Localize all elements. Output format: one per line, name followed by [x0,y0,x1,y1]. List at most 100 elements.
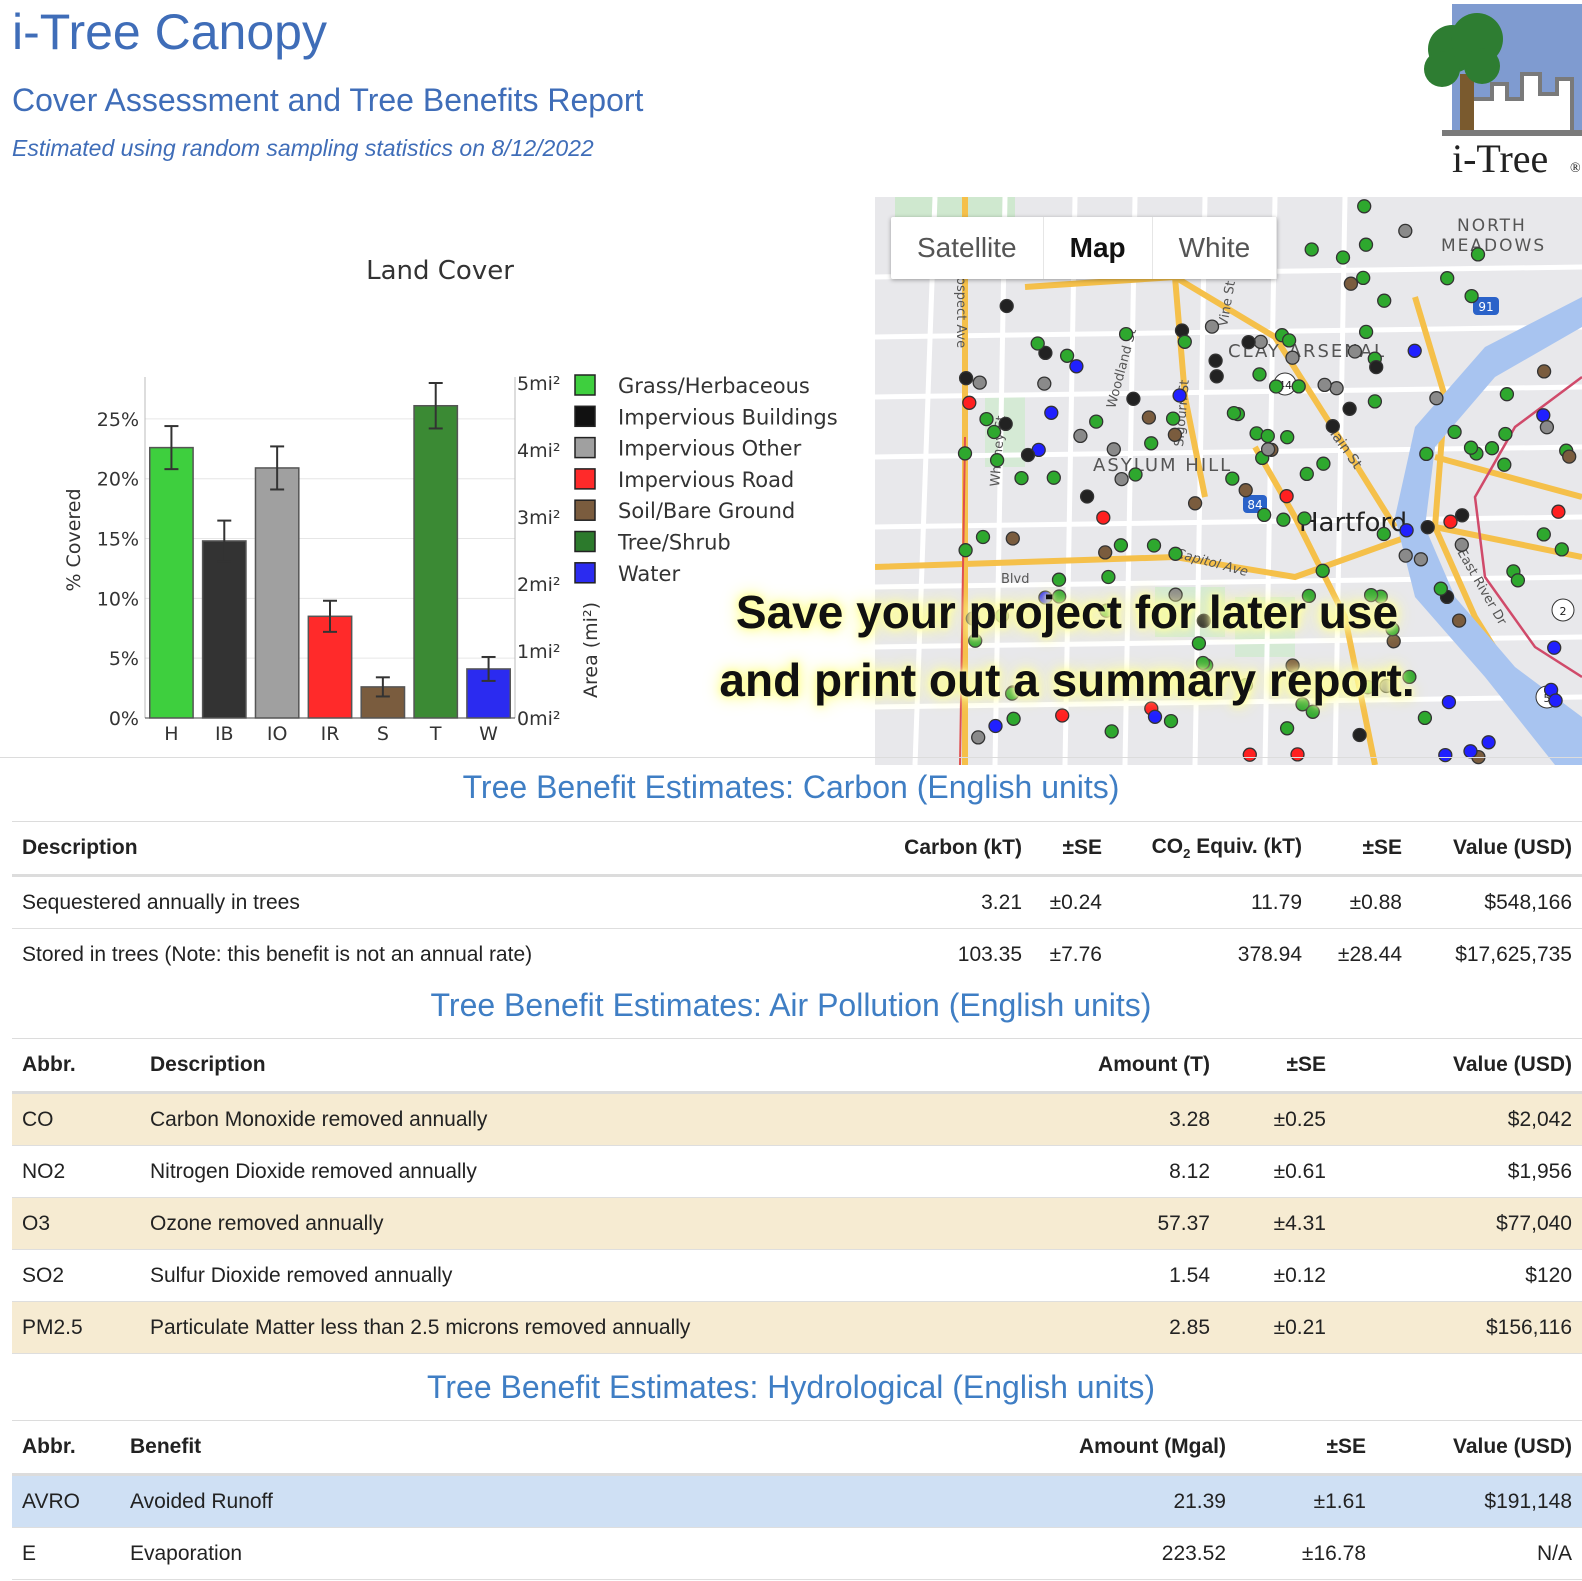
map-sample-point[interactable] [1279,721,1295,736]
map-sample-point[interactable] [1147,709,1163,724]
map-sample-point[interactable] [1146,538,1162,553]
map-sample-point[interactable] [1398,548,1413,563]
map-sample-point[interactable] [1006,711,1021,726]
map-sample-point[interactable] [1208,353,1223,368]
map-sample-point[interactable] [1419,446,1434,462]
tab-satellite[interactable]: Satellite [891,217,1044,279]
map-sample-point[interactable] [1279,489,1294,504]
map-sample-point[interactable] [1187,496,1203,511]
map-sample-point[interactable] [1163,713,1179,729]
map-sample-point[interactable] [1551,504,1566,519]
map-sample-point[interactable] [1096,510,1111,525]
map-sample-point[interactable] [1195,655,1211,671]
map-sample-point[interactable] [1038,590,1053,605]
map-sample-point[interactable] [1004,686,1020,701]
map-sample-point[interactable] [1260,428,1275,444]
map-sample-point[interactable] [1417,710,1433,726]
map-sample-point[interactable] [1402,669,1417,685]
map-sample-point[interactable] [1305,704,1320,719]
map-sample-point[interactable] [1360,680,1375,695]
map-sample-point[interactable] [1280,430,1295,445]
map-sample-point[interactable] [1238,483,1253,498]
map-sample-point[interactable] [1443,514,1458,529]
map-sample-point[interactable] [1285,350,1300,365]
map-sample-point[interactable] [1069,359,1084,374]
map-sample-point[interactable] [1252,367,1267,382]
map-sample-point[interactable] [998,416,1013,432]
map-sample-point[interactable] [1005,531,1020,546]
map-sample-point[interactable] [1089,414,1104,429]
map-sample-point[interactable] [1317,377,1332,393]
map-sample-point[interactable] [1367,394,1383,409]
map-sample-point[interactable] [1104,724,1119,739]
map-sample-point[interactable] [965,611,980,626]
map-sample-point[interactable] [1276,512,1291,527]
map-sample-point[interactable] [1141,410,1157,425]
map-sample-point[interactable] [958,543,973,558]
map-sample-point[interactable] [1168,587,1183,602]
map-sample-point[interactable] [1204,319,1220,334]
tab-white[interactable]: White [1153,217,1278,279]
map-sample-point[interactable] [1126,391,1141,406]
map-sample-point[interactable] [1369,359,1384,375]
map-sample-point[interactable] [1014,470,1029,486]
map-sample-point[interactable] [1454,537,1469,552]
map-sample-point[interactable] [1226,405,1242,421]
map-sample-point[interactable] [1291,379,1306,394]
map-sample-point[interactable] [1407,343,1422,358]
map-sample-point[interactable] [1385,622,1400,637]
map-sample-point[interactable] [1554,542,1569,557]
map-sample-point[interactable] [999,298,1014,314]
map-sample-point[interactable] [1497,457,1512,472]
map-sample-point[interactable] [1257,507,1272,523]
map-sample-point[interactable] [1165,411,1181,426]
map-sample-point[interactable] [1342,401,1357,416]
map-sample-point[interactable] [979,411,994,427]
map-sample-point[interactable] [1073,428,1088,444]
map-sample-point[interactable] [1020,447,1036,463]
map-sample-point[interactable] [1441,694,1457,710]
map-sample-point[interactable] [1260,442,1276,457]
map-sample-point[interactable] [1268,379,1284,394]
map-sample-point[interactable] [1536,527,1551,542]
map-sample-point[interactable] [1539,420,1555,435]
map-sample-point[interactable] [1301,588,1317,604]
map-sample-point[interactable] [1358,237,1374,252]
map-sample-point[interactable] [1562,449,1577,464]
map-sample-point[interactable] [1399,523,1414,538]
map-sample-point[interactable] [1044,405,1059,420]
map-sample-point[interactable] [1037,376,1052,391]
map-sample-point[interactable] [1128,467,1143,482]
map-sample-point[interactable] [968,633,983,648]
map-sample-point[interactable] [1484,441,1500,456]
map-sample-point[interactable] [1297,511,1312,526]
map-sample-point[interactable] [1463,440,1479,455]
map-sample-point[interactable] [1356,270,1371,286]
map-sample-point[interactable] [1101,569,1116,585]
map-sample-point[interactable] [1315,563,1330,578]
map-sample-point[interactable] [1046,470,1061,485]
map-sample-point[interactable] [988,718,1003,734]
map-sample-point[interactable] [962,395,977,410]
map-sample-point[interactable] [1295,697,1310,712]
map-sample-point[interactable] [1167,427,1183,442]
map-sample-point[interactable] [1242,747,1257,762]
map-sample-point[interactable] [1377,293,1392,308]
map-sample-point[interactable] [1454,508,1470,523]
map-sample-point[interactable] [1413,552,1429,567]
map-sample-point[interactable] [1196,613,1211,628]
map-sample-point[interactable] [1343,276,1359,291]
map-sample-point[interactable] [1172,388,1187,403]
map-sample-point[interactable] [1299,466,1314,482]
map-sample-point[interactable] [1106,442,1121,457]
map-sample-point[interactable] [1225,471,1240,486]
map-sample-point[interactable] [1357,199,1372,214]
map-sample-point[interactable] [1398,223,1413,239]
map-sample-point[interactable] [1438,747,1453,763]
map-sample-point[interactable] [1241,335,1256,350]
map-sample-point[interactable] [1548,693,1563,708]
map-sample-point[interactable] [957,446,973,461]
map-sample-point[interactable] [1420,520,1435,535]
map-sample-point[interactable] [1051,572,1067,587]
map-sample-point[interactable] [1329,381,1344,396]
